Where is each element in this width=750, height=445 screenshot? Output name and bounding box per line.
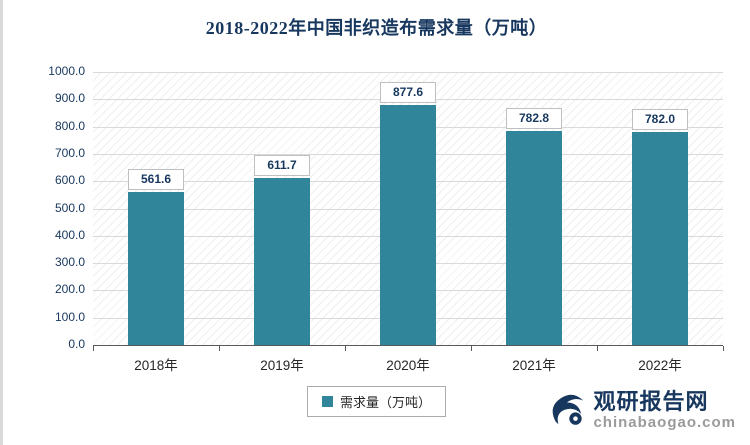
y-axis-tick-label: 100.0 xyxy=(54,309,85,324)
chart-title: 2018-2022年中国非织造布需求量（万吨） xyxy=(205,18,548,38)
watermark-brand: 观研报告网 xyxy=(593,389,709,415)
bar-value-label: 561.6 xyxy=(128,168,184,190)
axis-tick-mark xyxy=(471,346,472,351)
y-axis-tick-label: 800.0 xyxy=(54,118,85,133)
legend-row: 需求量（万吨） xyxy=(3,386,750,417)
bar xyxy=(128,191,184,345)
bar-value-label: 877.6 xyxy=(380,82,436,104)
legend-label: 需求量（万吨） xyxy=(339,395,431,410)
bar xyxy=(380,105,436,345)
bar-value-label: 611.7 xyxy=(254,155,310,176)
x-axis-tick-label: 2022年 xyxy=(638,358,682,373)
axis-tick-mark xyxy=(93,346,94,351)
legend: 需求量（万吨） xyxy=(306,386,446,417)
y-axis-tick-label: 400.0 xyxy=(54,227,85,242)
x-axis-tick-label: 2018年 xyxy=(134,358,178,373)
watermark-domain: chinabaogao.com xyxy=(593,413,736,431)
x-axis-tick-label: 2020年 xyxy=(386,358,430,373)
y-axis-tick-label: 700.0 xyxy=(54,145,85,160)
axis-tick-mark xyxy=(597,346,598,351)
bar xyxy=(506,131,562,345)
x-axis-tick-label: 2021年 xyxy=(512,358,556,373)
axis-tick-mark xyxy=(345,346,346,351)
bar-value-label: 782.0 xyxy=(632,108,688,130)
axis-tick-mark xyxy=(723,346,724,351)
axis-tick-mark xyxy=(219,346,220,351)
y-axis-tick-label: 0.0 xyxy=(68,337,85,351)
y-axis-tick-label: 200.0 xyxy=(54,282,85,297)
legend-swatch xyxy=(321,396,333,407)
y-axis-tick-label: 500.0 xyxy=(54,200,85,215)
bar xyxy=(632,131,688,345)
watermark-logo-icon xyxy=(547,392,585,430)
y-axis-tick-label: 600.0 xyxy=(54,173,85,188)
y-axis-tick-label: 1000.0 xyxy=(48,64,85,78)
x-axis-tick-label: 2019年 xyxy=(260,358,304,373)
y-axis-tick-label: 900.0 xyxy=(54,91,85,106)
bar-value-label: 782.8 xyxy=(506,108,562,130)
bar xyxy=(254,178,310,345)
watermark: 观研报告网 chinabaogao.com xyxy=(547,390,736,431)
y-axis-tick-label: 300.0 xyxy=(54,255,85,270)
gridline xyxy=(93,72,723,73)
